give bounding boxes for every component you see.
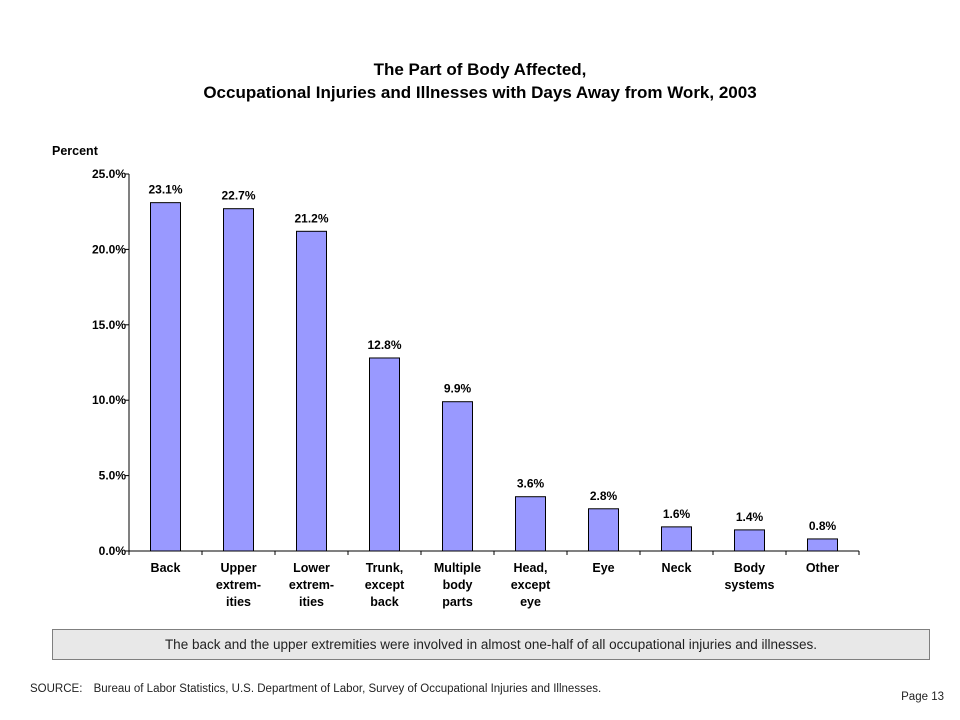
data-label: 21.2% [294, 211, 328, 225]
bar [661, 526, 692, 552]
chart-subtitle: Occupational Injuries and Illnesses with… [203, 83, 757, 102]
category-label: Multiple body parts [434, 561, 481, 609]
bar [442, 401, 473, 552]
category-label: Upper extrem-ities [216, 561, 261, 609]
y-axis-label: Percent [52, 144, 99, 158]
bar [588, 508, 619, 552]
data-label: 3.6% [517, 477, 545, 491]
category-label: Eye [592, 561, 614, 575]
bar [515, 496, 546, 552]
data-label: 1.4% [736, 510, 764, 524]
y-tick-label: 0.0% [99, 544, 127, 558]
y-tick-label: 20.0% [92, 242, 126, 256]
data-label: 1.6% [663, 507, 691, 521]
source-label: SOURCE: [30, 683, 83, 695]
data-label: 12.8% [367, 338, 401, 352]
source-text: Bureau of Labor Statistics, U.S. Departm… [93, 683, 602, 695]
bar [223, 208, 254, 552]
y-tick-label: 5.0% [99, 469, 127, 483]
bar [296, 230, 327, 552]
note-text: The back and the upper extremities were … [164, 637, 818, 652]
note-box: The back and the upper extremities were … [52, 629, 930, 660]
bar [369, 357, 400, 552]
bar [150, 202, 181, 552]
chart-title-block: The Part of Body Affected, Occupational … [0, 58, 960, 104]
bar [734, 529, 765, 552]
page-number: Page 13 [901, 691, 944, 703]
bar [807, 538, 838, 552]
category-label: Body systems [724, 561, 774, 592]
category-label: Trunk, except back [365, 561, 405, 609]
category-label: Neck [662, 561, 692, 575]
y-tick-label: 15.0% [92, 318, 126, 332]
data-label: 2.8% [590, 489, 618, 503]
data-label: 23.1% [148, 183, 182, 197]
data-label: 0.8% [809, 519, 837, 533]
data-label: 22.7% [221, 189, 255, 203]
category-label: Other [806, 561, 839, 575]
y-tick-label: 25.0% [92, 167, 126, 181]
y-tick-label: 10.0% [92, 393, 126, 407]
category-label: Lower extrem-ities [289, 561, 334, 609]
bar-chart: Percent 0.0% 5.0% 10.0% 15.0% 20.0% 25.0% 23.1… [52, 144, 860, 609]
category-label: Back [151, 561, 181, 575]
chart-title: The Part of Body Affected, [373, 60, 587, 79]
source-line: SOURCE: Bureau of Labor Statistics, U.S.… [30, 683, 601, 695]
category-label: Head, except eye [511, 561, 551, 609]
data-label: 9.9% [444, 382, 472, 396]
